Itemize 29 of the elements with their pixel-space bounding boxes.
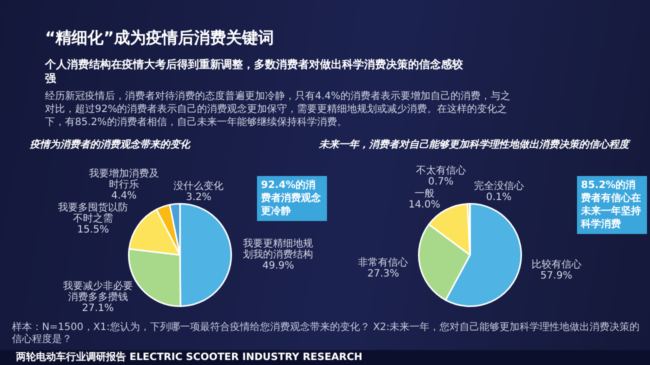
text: 样本：N=1500，X1:您认为，下列哪一项最符合疫情给您消费观念带来的变化？ X2:未来一年，您对自己能够更加科学理性地做出消费决策的信心程度是？ bbox=[12, 322, 641, 346]
data-label: 57.9% bbox=[540, 270, 572, 282]
data-label: 15.5% bbox=[77, 224, 109, 236]
slice-label: 比较有信心 bbox=[531, 258, 582, 271]
data-label: 0.7% bbox=[428, 176, 454, 188]
text: 85.2%的消费者有信心在未来一年坚持科学消费 bbox=[577, 176, 647, 234]
data-label: 4.4% bbox=[111, 190, 137, 202]
slice-label: 一般 bbox=[414, 188, 434, 200]
text: 个人消费结构在疫情大考后得到重新调整，多数消费者对做出科学消费决策的信念感较强 bbox=[45, 58, 464, 86]
data-label: 14.0% bbox=[408, 199, 440, 210]
data-label: 27.3% bbox=[367, 268, 400, 280]
slice-label: 没什么变化 bbox=[174, 180, 224, 192]
slice-label: 完全没信心 bbox=[474, 180, 524, 192]
data-label: 0.1% bbox=[486, 192, 512, 203]
slice-label: 非常有信心 bbox=[358, 256, 408, 269]
text: 两轮电动车行业调研报告 ELECTRIC SCOOTER INDUSTRY RESEARCH bbox=[0, 350, 650, 365]
slice-label: 我要减少非必要消费多多攒钱 bbox=[62, 280, 133, 303]
data-label: 49.9% bbox=[262, 260, 294, 272]
data-label: 3.2% bbox=[186, 192, 212, 204]
text: 92.4%的消费者消费观念更冷静 bbox=[257, 176, 327, 221]
chart-title: 未来一年，消费者对自己能够更加科学理性地做出消费决策的信心程度 bbox=[318, 138, 631, 151]
chart-title: 疫情为消费者的消费观念带来的变化 bbox=[29, 138, 191, 151]
text: 经历新冠疫情后，消费者对待消费的态度普遍更加冷静，只有4.4%的消费者表示要增加自己的消费，与之对比，超过92%的消费者表示自己的消费观念更加保守，需要更精细地规划或减少消费。在这样的变化之下，有85.2%的消费者相信，自己未来一年能够继续保持科学消费。 bbox=[45, 90, 512, 129]
data-label: 27.1% bbox=[82, 302, 114, 314]
slice-label: 我要更精细地规划我的消费结构 bbox=[243, 237, 314, 260]
slice-label: 我要多囤货以防不时之需 bbox=[58, 202, 128, 224]
text: “精细化”成为疫情后消费关键词 bbox=[45, 28, 274, 49]
slice-label: 我要增加消费及时行乐 bbox=[88, 168, 159, 190]
slice-label: 不太有信心 bbox=[416, 164, 466, 176]
